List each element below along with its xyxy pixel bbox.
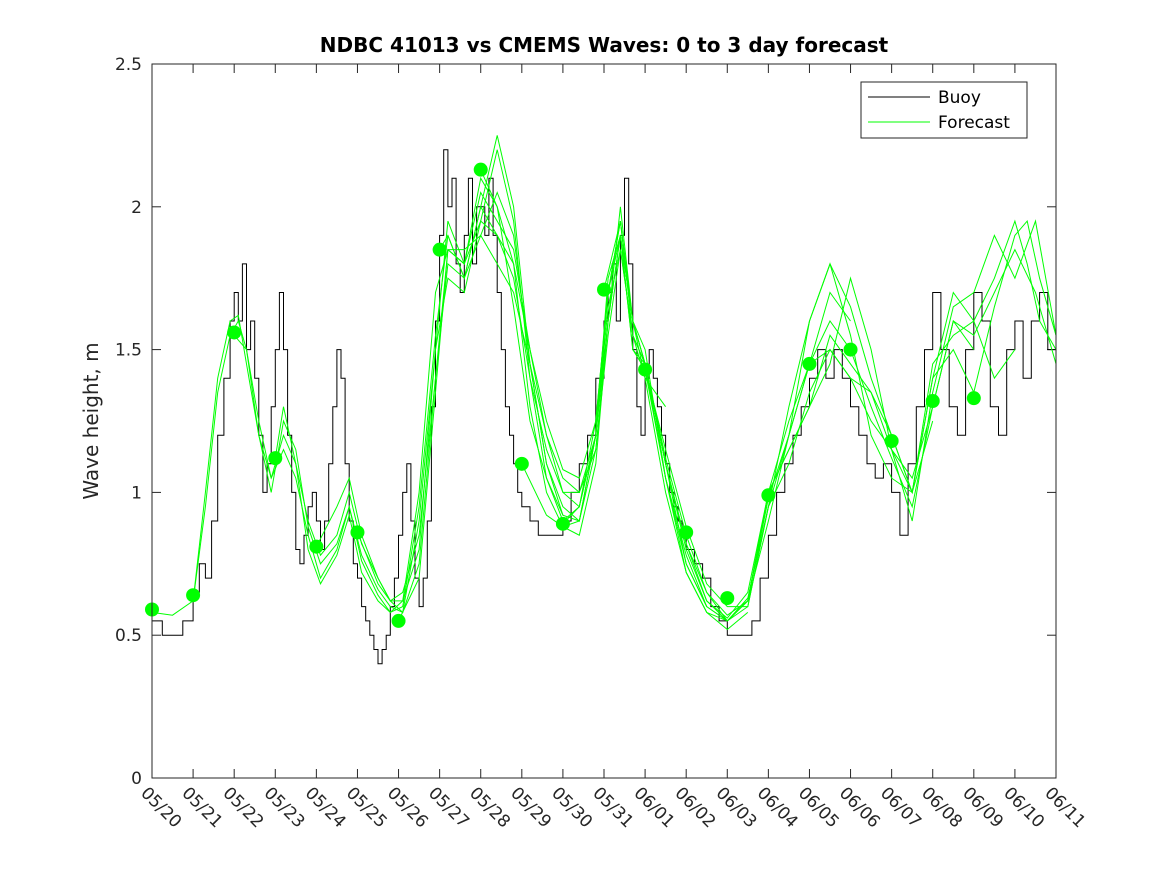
legend-box: [860, 81, 1028, 139]
forecast-marker: [473, 162, 488, 177]
forecast-marker: [884, 433, 899, 448]
series-line-forecast-0: [151, 191, 564, 616]
series-line-buoy: [152, 149, 1056, 665]
y-tick-label: 2: [131, 198, 142, 218]
legend: Buoy Forecast: [860, 81, 1028, 139]
series-line-forecast-10: [562, 219, 1057, 619]
forecast-marker: [843, 342, 858, 357]
forecast-marker: [432, 242, 447, 257]
forecast-marker: [391, 613, 406, 628]
forecast-marker: [638, 362, 653, 377]
y-tick-label: 0: [131, 769, 142, 789]
forecast-marker: [514, 456, 529, 471]
forecast-marker: [720, 591, 735, 606]
legend-label-buoy: Buoy: [938, 88, 981, 108]
forecast-marker: [966, 391, 981, 406]
forecast-marker: [309, 539, 324, 554]
axes-box: [151, 63, 1057, 779]
series-line-forecast-3: [274, 176, 708, 614]
forecast-marker: [925, 394, 940, 409]
chart-title: NDBC 41013 vs CMEMS Waves: 0 to 3 day fo…: [320, 33, 889, 57]
forecast-marker: [268, 451, 283, 466]
forecast-marker: [227, 325, 242, 340]
y-tick-label: 2.5: [115, 55, 142, 75]
series-line-forecast-12: [644, 220, 1057, 608]
forecast-marker: [555, 516, 570, 531]
forecast-marker: [761, 488, 776, 503]
y-tick-label: 0.5: [115, 626, 142, 646]
marker-layer: [145, 162, 981, 628]
legend-label-forecast: Forecast: [938, 113, 1010, 133]
forecast-marker: [597, 282, 611, 297]
series-line-forecast-11: [603, 219, 1057, 616]
forecast-marker: [186, 588, 201, 603]
forecast-marker: [802, 356, 817, 371]
y-axis-label: Wave height, m: [79, 342, 103, 499]
y-tick-label: 1.5: [115, 341, 142, 361]
series-layer: [151, 135, 1057, 665]
forecast-marker: [350, 525, 365, 540]
y-tick-label: 1: [131, 483, 142, 503]
forecast-marker: [679, 525, 694, 540]
